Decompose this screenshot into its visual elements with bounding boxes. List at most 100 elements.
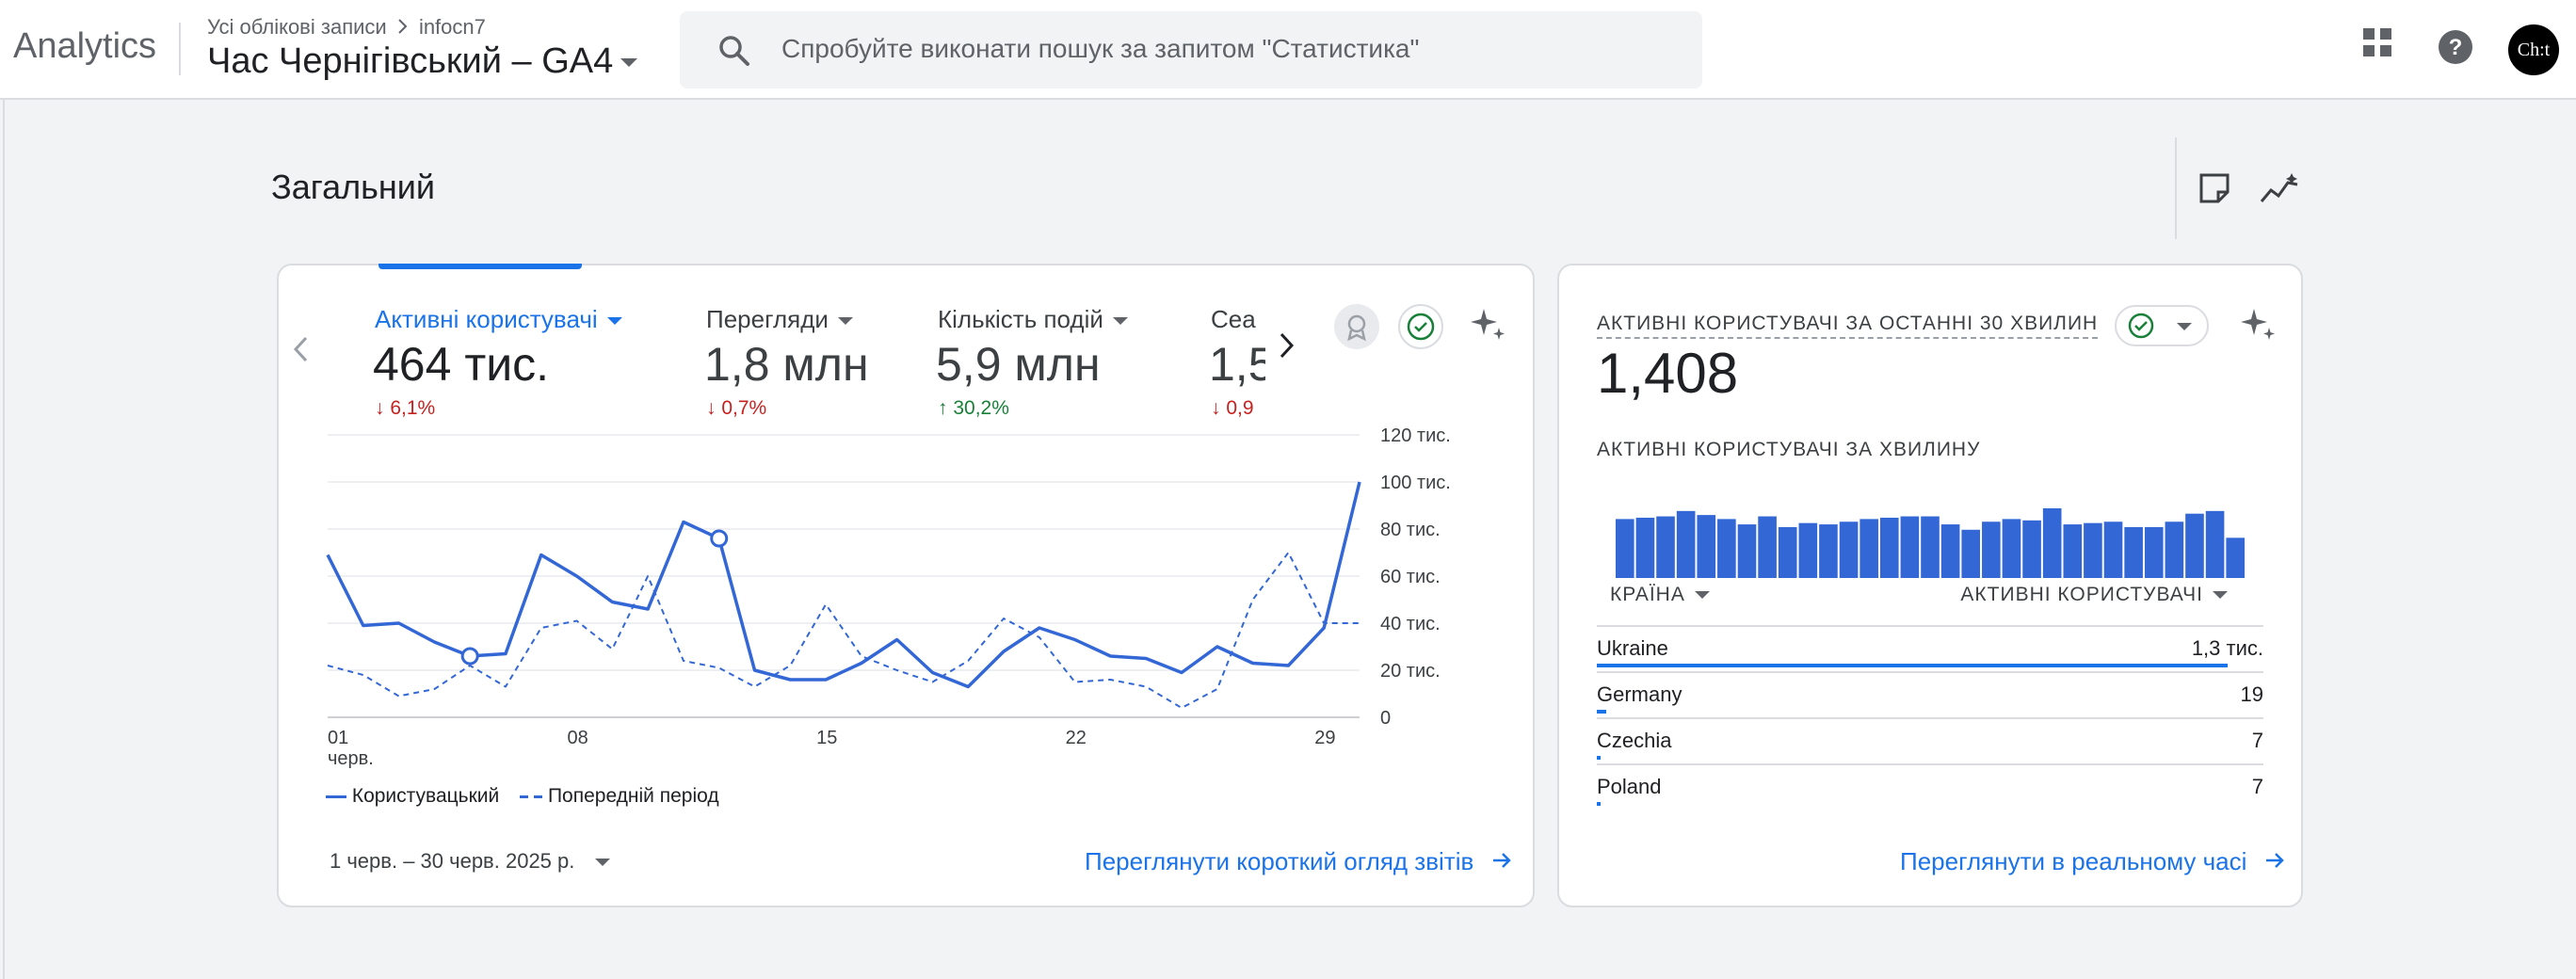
metric-value: 1,5	[1211, 338, 1265, 391]
dropdown-caret-icon	[2213, 591, 2228, 600]
note-icon[interactable]	[2198, 171, 2231, 210]
breadcrumb-root[interactable]: Усі облікові записи	[207, 15, 387, 39]
realtime-value: 1,408	[1597, 342, 1739, 405]
view-realtime-link[interactable]: Переглянути в реальному часі	[1900, 847, 2286, 878]
chevron-right-icon	[396, 16, 410, 40]
date-range-picker[interactable]: 1 черв. – 30 черв. 2025 р.	[330, 849, 611, 874]
country-column-header[interactable]: КРАЇНА	[1610, 584, 1710, 606]
data-quality-check-icon[interactable]	[1397, 303, 1444, 355]
metric-value: 464 тис.	[373, 338, 550, 391]
legend-solid-swatch	[326, 794, 346, 798]
y-tick-label: 100 тис.	[1380, 473, 1451, 493]
minute-bar	[2022, 520, 2041, 578]
minute-bar	[1921, 516, 1940, 578]
tab-sessions[interactable]: Сеа 1,5 ↓ 0,9	[1211, 294, 1265, 425]
arrow-right-icon	[2263, 849, 2286, 878]
tab-label: Кількість подій	[938, 305, 1128, 334]
view-reports-link[interactable]: Переглянути короткий огляд звітів	[1085, 847, 1513, 878]
insight-badge-icon[interactable]	[1333, 303, 1380, 355]
minute-bar	[1758, 516, 1777, 578]
breadcrumb-account[interactable]: infocn7	[418, 15, 486, 39]
apps-grid-icon[interactable]	[2361, 26, 2393, 63]
tab-label: Сеа	[1211, 305, 1256, 333]
country-value: 19	[2240, 682, 2263, 706]
metric-change: ↑ 30,2%	[938, 397, 1009, 419]
data-point-marker	[460, 647, 479, 666]
y-tick-label: 20 тис.	[1380, 661, 1441, 682]
search-input[interactable]: Спробуйте виконати пошук за запитом "Ста…	[781, 34, 1420, 63]
table-row[interactable]: Germany 19	[1597, 673, 2263, 719]
line-chart[interactable]: 0 20 тис. 40 тис. 60 тис. 80 тис. 100 тис. 120…	[279, 265, 1533, 906]
header-divider	[179, 23, 181, 75]
y-tick-label: 40 тис.	[1380, 614, 1441, 634]
minute-bar	[1961, 529, 1981, 578]
tab-label-text: Кількість подій	[938, 305, 1103, 333]
series-line-current	[326, 481, 1361, 689]
minute-bar	[1616, 519, 1634, 578]
breadcrumb[interactable]: Усі облікові записи infocn7	[207, 15, 486, 40]
table-row[interactable]: Czechia 7	[1597, 719, 2263, 765]
avatar[interactable]: Ch:t	[2508, 24, 2559, 75]
insights-icon[interactable]	[2260, 171, 2301, 210]
minute-bar	[2042, 508, 2062, 578]
chart-legend: Користувацький Попередній період	[326, 785, 719, 808]
per-minute-bar-chart[interactable]	[1616, 480, 2246, 578]
legend-current: Користувацький	[351, 785, 500, 807]
page-title: Загальний	[271, 168, 435, 206]
search-icon	[717, 34, 751, 72]
table-row[interactable]: Poland 7	[1597, 765, 2263, 811]
app-name[interactable]: Analytics	[13, 26, 157, 66]
x-tick-label: 01	[328, 728, 348, 748]
minute-bar	[1982, 522, 2001, 578]
arrow-down-icon: ↓	[375, 397, 385, 419]
arrow-down-icon: ↓	[706, 397, 716, 419]
chevron-right-icon[interactable]	[1277, 331, 1296, 364]
minute-bar	[2002, 519, 2021, 578]
x-tick-label: 08	[568, 728, 588, 748]
help-icon[interactable]: ?	[2437, 28, 2474, 71]
country-name: Czechia	[1597, 729, 1672, 752]
minute-bar	[2144, 526, 2164, 578]
tab-label-text: Активні користувачі	[375, 305, 598, 333]
tab-label: Перегляди	[706, 305, 853, 334]
arrow-up-icon: ↑	[938, 397, 948, 419]
x-tick-label: 29	[1314, 728, 1335, 748]
chevron-left-icon[interactable]	[292, 335, 311, 368]
table-row[interactable]: Ukraine 1,3 тис.	[1597, 627, 2263, 673]
dropdown-caret-icon	[1112, 317, 1128, 326]
ai-sparkle-icon[interactable]	[2237, 305, 2278, 351]
minute-bar	[1839, 522, 1859, 578]
minute-bar	[1819, 524, 1838, 578]
realtime-title[interactable]: АКТИВНІ КОРИСТУВАЧІ ЗА ОСТАННІ 30 ХВИЛИН	[1597, 313, 2099, 339]
property-selector[interactable]: Час Чернігівський – GA4	[207, 41, 638, 82]
minute-bar	[1676, 510, 1696, 578]
country-name: Germany	[1597, 682, 1682, 706]
toolbar-divider	[2175, 137, 2177, 239]
ai-sparkle-icon[interactable]	[1467, 305, 1508, 351]
minute-bar	[2165, 522, 2184, 578]
minute-bar	[2185, 513, 2204, 578]
svg-text:?: ?	[2449, 35, 2463, 60]
arrow-down-icon: ↓	[1211, 397, 1221, 419]
search-bar[interactable]: Спробуйте виконати пошук за запитом "Ста…	[680, 11, 1702, 88]
per-minute-title: АКТИВНІ КОРИСТУВАЧІ ЗА ХВИЛИНУ	[1597, 439, 1981, 460]
date-range: 1 черв. – 30 черв. 2025 р.	[330, 849, 575, 873]
metric-value: 5,9 млн	[936, 338, 1101, 391]
country-name: Ukraine	[1597, 636, 1668, 660]
share-bar	[1597, 802, 1601, 806]
country-column-label: КРАЇНА	[1610, 584, 1685, 605]
data-quality-dropdown[interactable]	[2115, 305, 2209, 346]
row-divider	[1597, 671, 2263, 673]
row-divider	[1597, 717, 2263, 719]
dropdown-caret-icon	[595, 859, 611, 867]
data-point-marker	[710, 529, 729, 548]
row-divider	[1597, 763, 2263, 765]
country-name: Poland	[1597, 775, 1662, 798]
metric-change: ↓ 0,9	[1211, 397, 1254, 419]
minute-bar	[1860, 519, 1878, 578]
users-column-header[interactable]: АКТИВНІ КОРИСТУВАЧІ	[1960, 584, 2228, 606]
tab-label: Активні користувачі	[375, 305, 622, 334]
minute-bar	[1717, 519, 1736, 578]
minute-bar	[1940, 524, 1960, 578]
dropdown-caret-icon	[837, 317, 853, 326]
